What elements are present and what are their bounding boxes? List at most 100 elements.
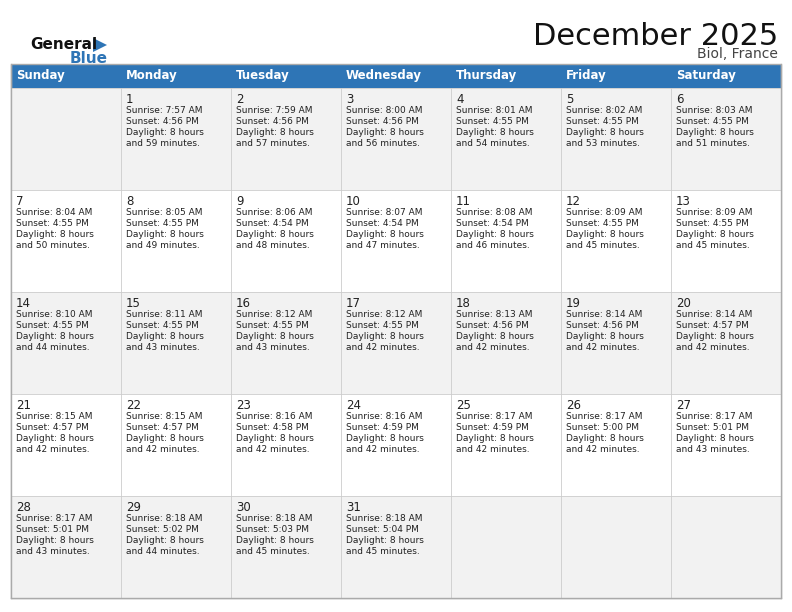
- Text: Biol, France: Biol, France: [697, 47, 778, 61]
- Text: Daylight: 8 hours: Daylight: 8 hours: [676, 128, 754, 137]
- Bar: [561, 64, 671, 88]
- Text: Sunset: 4:57 PM: Sunset: 4:57 PM: [126, 423, 199, 432]
- Text: Sunset: 4:56 PM: Sunset: 4:56 PM: [236, 117, 309, 126]
- Text: Blue: Blue: [70, 51, 108, 66]
- Text: Sunrise: 8:15 AM: Sunrise: 8:15 AM: [126, 412, 203, 421]
- Text: Sunset: 4:56 PM: Sunset: 4:56 PM: [126, 117, 199, 126]
- Text: Daylight: 8 hours: Daylight: 8 hours: [346, 128, 424, 137]
- Text: Sunrise: 8:09 AM: Sunrise: 8:09 AM: [676, 208, 752, 217]
- Text: Sunrise: 8:18 AM: Sunrise: 8:18 AM: [236, 514, 313, 523]
- Text: Sunrise: 8:08 AM: Sunrise: 8:08 AM: [456, 208, 532, 217]
- Text: Sunrise: 8:17 AM: Sunrise: 8:17 AM: [566, 412, 642, 421]
- Text: and 45 minutes.: and 45 minutes.: [676, 241, 750, 250]
- Text: and 45 minutes.: and 45 minutes.: [236, 547, 310, 556]
- Text: and 48 minutes.: and 48 minutes.: [236, 241, 310, 250]
- Text: 25: 25: [456, 399, 471, 412]
- Text: 1: 1: [126, 93, 134, 106]
- Text: Sunrise: 8:17 AM: Sunrise: 8:17 AM: [676, 412, 752, 421]
- Text: Sunset: 4:55 PM: Sunset: 4:55 PM: [566, 219, 639, 228]
- Text: 5: 5: [566, 93, 573, 106]
- Text: Sunrise: 8:12 AM: Sunrise: 8:12 AM: [346, 310, 422, 319]
- Text: Sunset: 4:54 PM: Sunset: 4:54 PM: [346, 219, 419, 228]
- Text: and 56 minutes.: and 56 minutes.: [346, 139, 420, 148]
- Text: and 43 minutes.: and 43 minutes.: [126, 343, 200, 352]
- Text: December 2025: December 2025: [533, 22, 778, 51]
- Text: Sunrise: 8:06 AM: Sunrise: 8:06 AM: [236, 208, 313, 217]
- Text: Sunset: 4:55 PM: Sunset: 4:55 PM: [346, 321, 419, 330]
- Bar: [121, 64, 231, 88]
- Text: Daylight: 8 hours: Daylight: 8 hours: [236, 536, 314, 545]
- Text: Sunset: 4:55 PM: Sunset: 4:55 PM: [676, 219, 749, 228]
- Text: Daylight: 8 hours: Daylight: 8 hours: [236, 332, 314, 341]
- Text: Sunset: 4:59 PM: Sunset: 4:59 PM: [346, 423, 419, 432]
- Text: 21: 21: [16, 399, 31, 412]
- Bar: [11, 394, 781, 496]
- Bar: [11, 190, 781, 292]
- Text: Sunset: 4:54 PM: Sunset: 4:54 PM: [456, 219, 529, 228]
- Text: Sunrise: 8:09 AM: Sunrise: 8:09 AM: [566, 208, 642, 217]
- Text: Daylight: 8 hours: Daylight: 8 hours: [676, 434, 754, 443]
- Text: Daylight: 8 hours: Daylight: 8 hours: [676, 230, 754, 239]
- Text: Sunrise: 8:18 AM: Sunrise: 8:18 AM: [126, 514, 203, 523]
- Text: Wednesday: Wednesday: [346, 70, 422, 83]
- Text: 10: 10: [346, 195, 361, 208]
- Text: 4: 4: [456, 93, 463, 106]
- Text: Daylight: 8 hours: Daylight: 8 hours: [456, 434, 534, 443]
- Text: 7: 7: [16, 195, 24, 208]
- Text: Sunset: 5:04 PM: Sunset: 5:04 PM: [346, 525, 419, 534]
- Text: and 45 minutes.: and 45 minutes.: [346, 547, 420, 556]
- Bar: [451, 64, 561, 88]
- Text: 27: 27: [676, 399, 691, 412]
- Bar: [11, 292, 781, 394]
- Bar: [231, 64, 341, 88]
- Text: Daylight: 8 hours: Daylight: 8 hours: [126, 536, 204, 545]
- Text: and 42 minutes.: and 42 minutes.: [456, 445, 530, 454]
- Text: Daylight: 8 hours: Daylight: 8 hours: [236, 434, 314, 443]
- Text: Sunset: 5:00 PM: Sunset: 5:00 PM: [566, 423, 639, 432]
- Text: and 46 minutes.: and 46 minutes.: [456, 241, 530, 250]
- Bar: [11, 64, 781, 598]
- Text: Daylight: 8 hours: Daylight: 8 hours: [346, 536, 424, 545]
- Bar: [11, 496, 781, 598]
- Text: Sunset: 4:54 PM: Sunset: 4:54 PM: [236, 219, 309, 228]
- Text: Daylight: 8 hours: Daylight: 8 hours: [16, 536, 94, 545]
- Text: and 42 minutes.: and 42 minutes.: [346, 445, 420, 454]
- Text: and 42 minutes.: and 42 minutes.: [236, 445, 310, 454]
- Text: Daylight: 8 hours: Daylight: 8 hours: [236, 128, 314, 137]
- Text: Daylight: 8 hours: Daylight: 8 hours: [16, 230, 94, 239]
- Text: Sunset: 4:56 PM: Sunset: 4:56 PM: [346, 117, 419, 126]
- Text: Daylight: 8 hours: Daylight: 8 hours: [566, 230, 644, 239]
- Text: 14: 14: [16, 297, 31, 310]
- Text: and 43 minutes.: and 43 minutes.: [16, 547, 89, 556]
- Text: and 47 minutes.: and 47 minutes.: [346, 241, 420, 250]
- Text: and 43 minutes.: and 43 minutes.: [676, 445, 750, 454]
- Text: Sunrise: 7:57 AM: Sunrise: 7:57 AM: [126, 106, 203, 115]
- Text: Daylight: 8 hours: Daylight: 8 hours: [676, 332, 754, 341]
- Text: Sunrise: 8:05 AM: Sunrise: 8:05 AM: [126, 208, 203, 217]
- Text: Daylight: 8 hours: Daylight: 8 hours: [126, 128, 204, 137]
- Text: Daylight: 8 hours: Daylight: 8 hours: [126, 332, 204, 341]
- Text: 15: 15: [126, 297, 141, 310]
- Text: Sunset: 4:55 PM: Sunset: 4:55 PM: [566, 117, 639, 126]
- Text: Thursday: Thursday: [456, 70, 517, 83]
- Text: and 53 minutes.: and 53 minutes.: [566, 139, 640, 148]
- Text: Daylight: 8 hours: Daylight: 8 hours: [456, 128, 534, 137]
- Text: 6: 6: [676, 93, 683, 106]
- Text: Sunrise: 8:17 AM: Sunrise: 8:17 AM: [456, 412, 532, 421]
- Text: Sunrise: 8:10 AM: Sunrise: 8:10 AM: [16, 310, 93, 319]
- Text: 24: 24: [346, 399, 361, 412]
- Text: and 49 minutes.: and 49 minutes.: [126, 241, 200, 250]
- Text: and 42 minutes.: and 42 minutes.: [456, 343, 530, 352]
- Text: Daylight: 8 hours: Daylight: 8 hours: [456, 332, 534, 341]
- Text: Sunset: 5:02 PM: Sunset: 5:02 PM: [126, 525, 199, 534]
- Text: Sunrise: 8:15 AM: Sunrise: 8:15 AM: [16, 412, 93, 421]
- Text: Daylight: 8 hours: Daylight: 8 hours: [346, 230, 424, 239]
- Text: 8: 8: [126, 195, 133, 208]
- Text: Daylight: 8 hours: Daylight: 8 hours: [236, 230, 314, 239]
- Text: Daylight: 8 hours: Daylight: 8 hours: [566, 332, 644, 341]
- Text: Sunset: 4:55 PM: Sunset: 4:55 PM: [126, 219, 199, 228]
- Text: Saturday: Saturday: [676, 70, 736, 83]
- Text: and 42 minutes.: and 42 minutes.: [346, 343, 420, 352]
- Text: 12: 12: [566, 195, 581, 208]
- Text: Sunset: 4:55 PM: Sunset: 4:55 PM: [676, 117, 749, 126]
